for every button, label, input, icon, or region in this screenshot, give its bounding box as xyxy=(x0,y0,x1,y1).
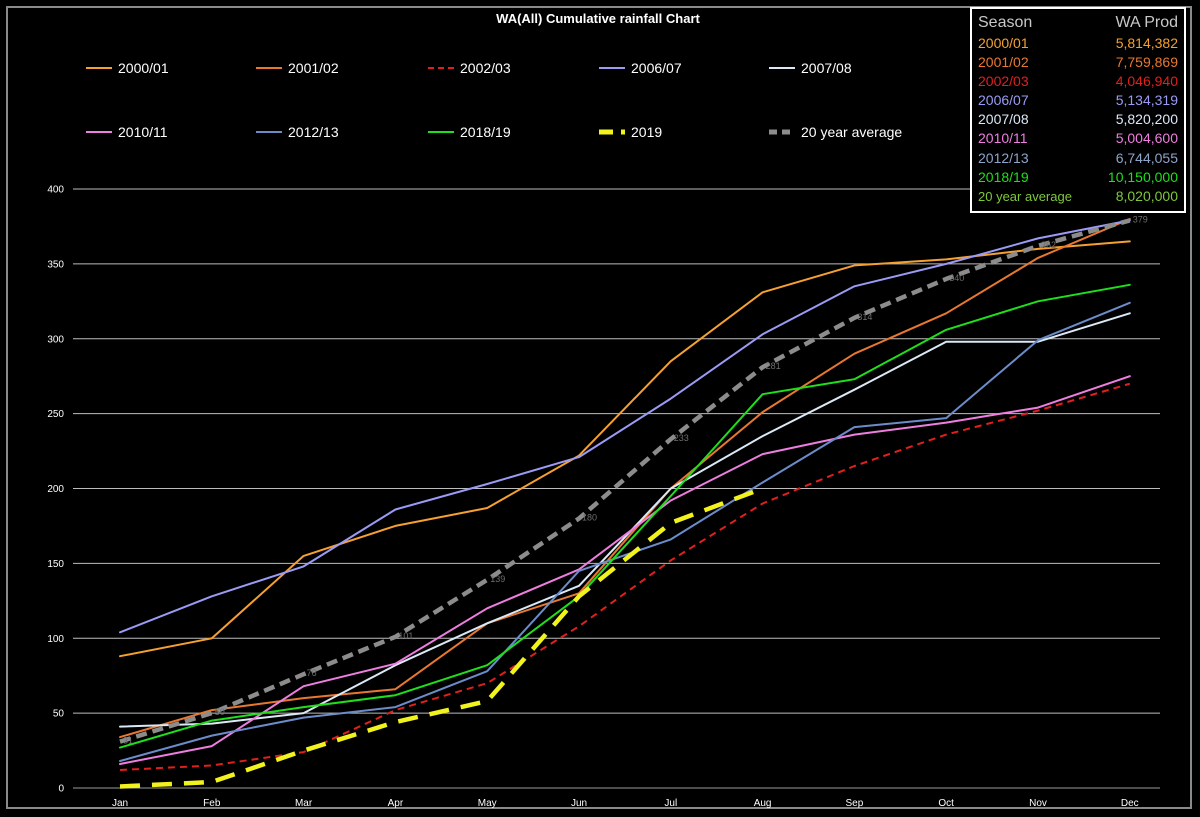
data-label: 76 xyxy=(307,668,317,678)
production-row: 2002/03 4,046,940 xyxy=(978,72,1178,91)
series-line-20-year-average xyxy=(119,218,1131,744)
production-season: 2010/11 xyxy=(978,130,1028,147)
data-label: 379 xyxy=(1133,214,1148,224)
data-label: 101 xyxy=(398,631,413,641)
production-row: 2007/08 5,820,200 xyxy=(978,110,1178,129)
x-tick-label: Jun xyxy=(571,798,587,809)
x-tick-label: Aug xyxy=(754,798,772,809)
x-tick-label: Oct xyxy=(938,798,954,809)
production-season: 2006/07 xyxy=(978,92,1029,109)
y-tick-label: 300 xyxy=(47,334,64,345)
y-tick-label: 250 xyxy=(47,409,64,420)
series-line-2012-13 xyxy=(119,301,1131,762)
legend-label: 2001/02 xyxy=(288,60,339,76)
data-label: 233 xyxy=(674,433,689,443)
series-line-2006-07 xyxy=(119,219,1131,634)
y-tick-label: 200 xyxy=(47,484,64,495)
y-tick-label: 350 xyxy=(47,259,64,270)
production-row: 2010/11 5,004,600 xyxy=(978,129,1178,148)
y-tick-label: 150 xyxy=(47,559,64,570)
production-row: 2000/01 5,814,382 xyxy=(978,34,1178,53)
production-value: 6,744,055 xyxy=(1115,149,1178,166)
data-label: 139 xyxy=(490,574,505,584)
y-tick-label: 400 xyxy=(47,185,64,196)
data-label: 180 xyxy=(582,512,597,522)
production-value: 5,820,200 xyxy=(1115,111,1178,128)
production-row: 2006/07 5,134,319 xyxy=(978,91,1178,110)
legend-label: 20 year average xyxy=(801,124,902,140)
legend-label: 2018/19 xyxy=(460,124,511,140)
y-tick-label: 50 xyxy=(53,709,65,720)
series-line-2007-08 xyxy=(119,312,1131,728)
production-season: 2012/13 xyxy=(978,149,1029,166)
production-value: 4,046,940 xyxy=(1115,73,1178,90)
x-tick-label: Dec xyxy=(1121,798,1139,809)
y-tick-label: 0 xyxy=(58,784,64,795)
production-season: 2000/01 xyxy=(978,35,1029,51)
production-value: 7,759,869 xyxy=(1115,54,1178,71)
legend-label: 2006/07 xyxy=(631,60,682,76)
series-line-2019 xyxy=(119,486,764,789)
legend-label: 2010/11 xyxy=(118,124,168,140)
production-row: 2018/19 10,150,000 xyxy=(978,168,1178,187)
x-tick-label: Jul xyxy=(664,798,677,809)
legend-label: 2002/03 xyxy=(460,60,511,76)
production-table: Season WA Prod 2000/01 5,814,382 2001/02 7,… xyxy=(970,7,1186,213)
production-row: 20 year average 8,020,000 xyxy=(978,187,1178,206)
production-row: 2012/13 6,744,055 xyxy=(978,149,1178,168)
production-value: 5,134,319 xyxy=(1115,92,1178,109)
data-label: 281 xyxy=(766,361,781,371)
production-value: 5,814,382 xyxy=(1115,35,1178,51)
data-label: 340 xyxy=(949,273,964,283)
production-value: 10,150,000 xyxy=(1107,168,1178,185)
production-season: 2001/02 xyxy=(978,54,1029,71)
data-label: 314 xyxy=(857,312,872,322)
data-label: 50 xyxy=(215,707,225,717)
data-label: 362 xyxy=(1041,240,1056,250)
x-tick-label: Sep xyxy=(846,798,864,809)
x-tick-label: Jan xyxy=(112,798,128,809)
wa-prod-header: WA Prod xyxy=(1115,14,1178,31)
legend-label: 2007/08 xyxy=(801,60,852,76)
legend-label: 2000/01 xyxy=(118,60,169,76)
production-season: 2007/08 xyxy=(978,111,1029,128)
chart-title: WA(All) Cumulative rainfall Chart xyxy=(496,11,700,26)
production-season: 2002/03 xyxy=(978,73,1029,90)
production-season: 2018/19 xyxy=(978,168,1029,185)
series-line-2000-01 xyxy=(119,240,1131,658)
legend-label: 2012/13 xyxy=(288,124,339,140)
production-value: 5,004,600 xyxy=(1115,130,1178,147)
production-table-header: Season WA Prod xyxy=(978,11,1178,34)
production-season: 20 year average xyxy=(978,188,1072,204)
y-tick-label: 100 xyxy=(47,634,64,645)
production-row: 2001/02 7,759,869 xyxy=(978,53,1178,72)
series-line-2001-02 xyxy=(119,218,1131,739)
production-value: 8,020,000 xyxy=(1115,187,1178,204)
x-tick-label: Nov xyxy=(1029,798,1047,809)
series-line-2018-19 xyxy=(119,283,1131,749)
x-tick-label: Apr xyxy=(388,798,404,809)
data-label: 31 xyxy=(123,736,133,746)
x-tick-label: Feb xyxy=(203,798,221,809)
x-tick-label: May xyxy=(478,798,497,809)
season-header: Season xyxy=(978,14,1033,31)
legend-label: 2019 xyxy=(631,124,662,140)
series-line-2010-11 xyxy=(119,375,1131,765)
x-tick-label: Mar xyxy=(295,798,313,809)
